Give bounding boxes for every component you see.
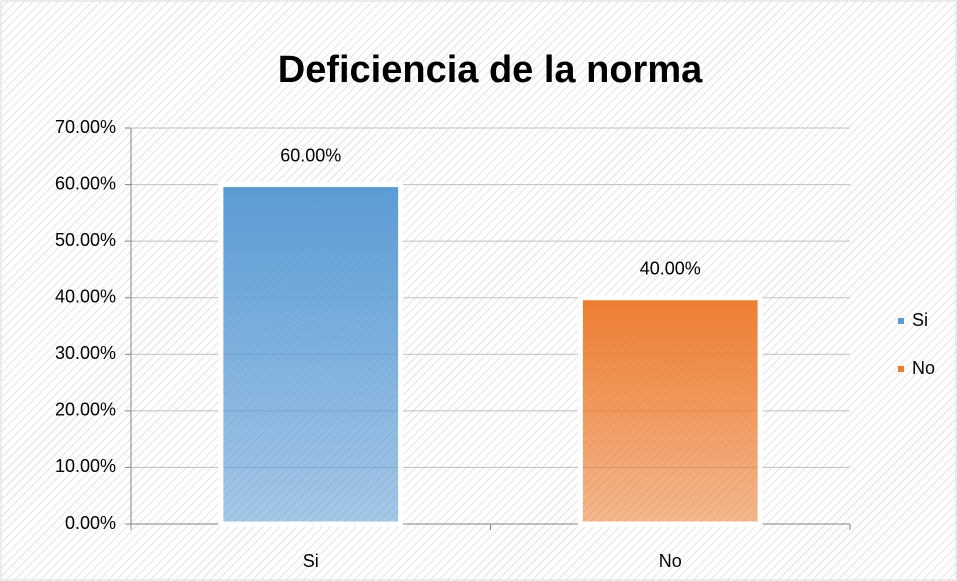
y-tick-label: 40.00% xyxy=(55,286,116,306)
y-tick-label: 30.00% xyxy=(55,343,116,363)
data-label: 60.00% xyxy=(280,145,341,165)
bar xyxy=(577,295,763,527)
y-tick-label: 60.00% xyxy=(55,173,116,193)
chart-title: Deficiencia de la norma xyxy=(278,49,703,91)
y-tick-label: 20.00% xyxy=(55,400,116,420)
y-tick-label: 70.00% xyxy=(55,117,116,137)
legend-label: Si xyxy=(912,310,928,330)
legend-swatch xyxy=(898,318,904,324)
data-label: 40.00% xyxy=(640,258,701,278)
x-tick-label: No xyxy=(659,551,682,571)
y-tick-label: 10.00% xyxy=(55,456,116,476)
bar xyxy=(218,182,404,527)
legend-swatch xyxy=(898,366,904,372)
x-tick-label: Si xyxy=(303,551,319,571)
y-tick-label: 0.00% xyxy=(65,513,116,533)
y-tick-label: 50.00% xyxy=(55,230,116,250)
legend-label: No xyxy=(912,358,935,378)
